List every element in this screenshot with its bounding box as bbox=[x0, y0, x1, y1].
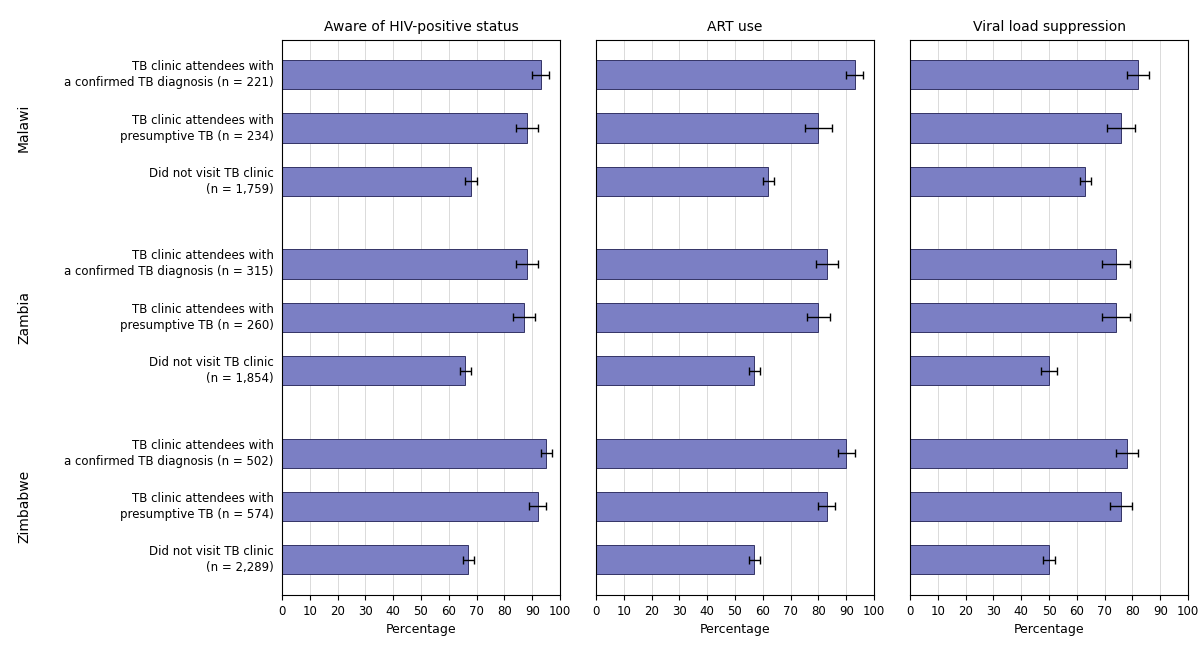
Bar bbox=[282, 60, 540, 89]
Title: Viral load suppression: Viral load suppression bbox=[972, 20, 1126, 34]
Text: Did not visit TB clinic
(n = 1,759): Did not visit TB clinic (n = 1,759) bbox=[149, 167, 274, 196]
Text: TB clinic attendees with
a confirmed TB diagnosis (n = 502): TB clinic attendees with a confirmed TB … bbox=[65, 439, 274, 468]
Bar bbox=[596, 303, 818, 332]
Bar bbox=[596, 438, 846, 468]
Bar bbox=[910, 438, 1127, 468]
Text: TB clinic attendees with
a confirmed TB diagnosis (n = 221): TB clinic attendees with a confirmed TB … bbox=[64, 60, 274, 89]
Bar bbox=[596, 167, 768, 196]
Bar bbox=[596, 60, 854, 89]
Bar bbox=[282, 114, 527, 143]
Text: TB clinic attendees with
presumptive TB (n = 234): TB clinic attendees with presumptive TB … bbox=[120, 114, 274, 143]
Bar bbox=[910, 114, 1121, 143]
Title: ART use: ART use bbox=[707, 20, 763, 34]
Text: Did not visit TB clinic
(n = 2,289): Did not visit TB clinic (n = 2,289) bbox=[149, 545, 274, 574]
Text: Did not visit TB clinic
(n = 1,854): Did not visit TB clinic (n = 1,854) bbox=[149, 356, 274, 385]
Text: TB clinic attendees with
a confirmed TB diagnosis (n = 315): TB clinic attendees with a confirmed TB … bbox=[65, 249, 274, 278]
Bar bbox=[910, 167, 1085, 196]
Text: Zimbabwe: Zimbabwe bbox=[17, 470, 31, 543]
X-axis label: Percentage: Percentage bbox=[1014, 623, 1085, 636]
Bar bbox=[282, 356, 466, 385]
Text: TB clinic attendees with
presumptive TB (n = 574): TB clinic attendees with presumptive TB … bbox=[120, 492, 274, 521]
Bar bbox=[910, 356, 1049, 385]
Bar bbox=[596, 492, 827, 521]
Bar bbox=[910, 303, 1116, 332]
Bar bbox=[282, 303, 524, 332]
Text: Malawi: Malawi bbox=[17, 104, 31, 152]
Bar bbox=[910, 492, 1121, 521]
Bar bbox=[910, 545, 1049, 574]
Bar bbox=[596, 114, 818, 143]
Bar bbox=[282, 492, 538, 521]
Bar bbox=[282, 438, 546, 468]
Text: TB clinic attendees with
presumptive TB (n = 260): TB clinic attendees with presumptive TB … bbox=[120, 303, 274, 332]
Bar bbox=[910, 60, 1138, 89]
Bar bbox=[282, 249, 527, 279]
Bar bbox=[596, 545, 755, 574]
Bar bbox=[282, 167, 472, 196]
Bar bbox=[282, 545, 468, 574]
Bar bbox=[596, 356, 755, 385]
Text: Zambia: Zambia bbox=[17, 291, 31, 344]
Title: Aware of HIV-positive status: Aware of HIV-positive status bbox=[324, 20, 518, 34]
Bar bbox=[596, 249, 827, 279]
X-axis label: Percentage: Percentage bbox=[700, 623, 770, 636]
Bar bbox=[910, 249, 1116, 279]
X-axis label: Percentage: Percentage bbox=[385, 623, 456, 636]
